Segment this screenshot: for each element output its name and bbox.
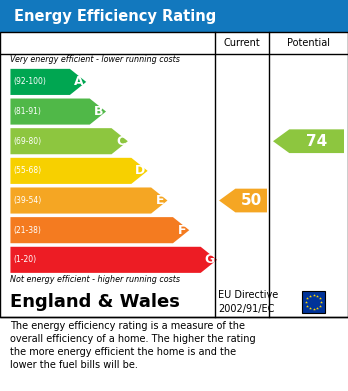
- Text: 50: 50: [240, 193, 262, 208]
- Text: Energy Efficiency Rating: Energy Efficiency Rating: [14, 9, 216, 23]
- Text: EU Directive
2002/91/EC: EU Directive 2002/91/EC: [218, 291, 278, 314]
- Text: 74: 74: [306, 134, 327, 149]
- Polygon shape: [10, 158, 148, 184]
- Text: D: D: [135, 164, 145, 178]
- Text: England & Wales: England & Wales: [10, 293, 180, 311]
- Text: Potential: Potential: [287, 38, 330, 48]
- Text: Not energy efficient - higher running costs: Not energy efficient - higher running co…: [10, 275, 181, 284]
- Text: (21-38): (21-38): [14, 226, 41, 235]
- Text: G: G: [205, 253, 215, 266]
- Text: (39-54): (39-54): [14, 196, 42, 205]
- Text: C: C: [116, 135, 125, 148]
- Text: Current: Current: [224, 38, 260, 48]
- Bar: [302, 291, 325, 313]
- Text: The energy efficiency rating is a measure of the
overall efficiency of a home. T: The energy efficiency rating is a measur…: [10, 321, 256, 370]
- Text: Very energy efficient - lower running costs: Very energy efficient - lower running co…: [10, 55, 180, 64]
- Text: A: A: [74, 75, 84, 88]
- Text: F: F: [178, 224, 186, 237]
- Text: (1-20): (1-20): [14, 255, 37, 264]
- Polygon shape: [10, 128, 128, 154]
- Text: (55-68): (55-68): [14, 166, 41, 176]
- Bar: [0, 32, 348, 317]
- Bar: [0, 0, 348, 32]
- Polygon shape: [10, 247, 217, 273]
- Text: E: E: [156, 194, 164, 207]
- Polygon shape: [10, 69, 86, 95]
- Polygon shape: [10, 187, 167, 213]
- Polygon shape: [219, 189, 267, 212]
- Polygon shape: [10, 99, 106, 125]
- Polygon shape: [273, 129, 344, 153]
- Text: (69-80): (69-80): [14, 137, 41, 146]
- Text: (92-100): (92-100): [14, 77, 46, 86]
- Text: (81-91): (81-91): [14, 107, 41, 116]
- Text: B: B: [94, 105, 103, 118]
- Polygon shape: [10, 217, 189, 243]
